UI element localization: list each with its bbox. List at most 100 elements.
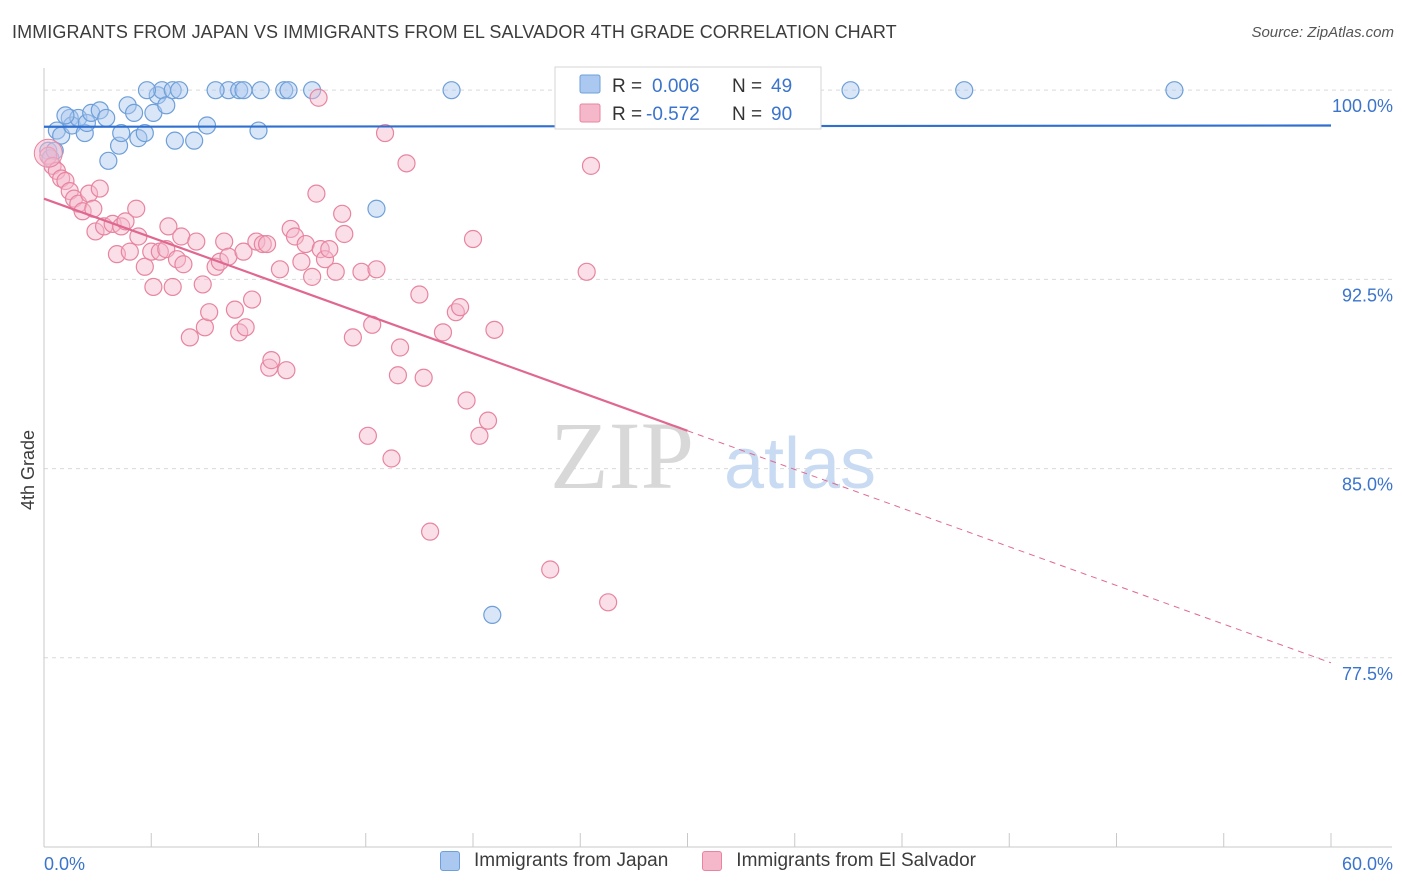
japan-point — [249, 121, 268, 140]
japan-point — [112, 123, 131, 143]
x-tick-labels: 0.0% 60.0% — [44, 854, 1393, 874]
salvador-point — [451, 298, 470, 317]
japan-point — [230, 81, 249, 100]
salvador-point — [478, 411, 498, 430]
salvador-point — [326, 262, 345, 281]
salvador-point — [485, 320, 504, 339]
japan-point — [279, 81, 298, 100]
x-tick-label: 0.0% — [44, 854, 85, 874]
salvador-point — [358, 426, 377, 445]
salvador-point — [320, 240, 339, 259]
salvador-point — [457, 391, 476, 410]
data-points — [33, 81, 1184, 625]
salvador-trend-line — [43, 197, 688, 432]
legend-item-japan[interactable]: Immigrants from Japan — [440, 850, 668, 872]
japan-point — [275, 81, 294, 100]
japan-point — [165, 131, 184, 150]
japan-point — [157, 96, 176, 115]
stats-japan-swatch — [579, 74, 601, 94]
japan-point — [97, 108, 116, 128]
y-tick-label: 100.0% — [1332, 96, 1393, 116]
stats-salvador-swatch — [579, 103, 601, 123]
salvador-point — [195, 318, 214, 337]
japan-point — [483, 605, 502, 625]
watermark-zip: ZIP — [550, 402, 694, 509]
stats-r-label-salvador: R = — [612, 104, 642, 125]
japan-point — [90, 101, 109, 120]
stats-n-label-salvador: N = — [732, 104, 762, 125]
japan-point — [367, 199, 386, 218]
japan-point — [135, 123, 154, 143]
salvador-point — [180, 328, 199, 347]
salvador-point — [433, 323, 453, 342]
stats-r-value-japan: 0.006 — [652, 76, 700, 97]
legend-label-salvador: Immigrants from El Salvador — [736, 850, 976, 871]
y-tick-label: 92.5% — [1342, 285, 1393, 305]
salvador-trend-extension — [687, 430, 1332, 664]
legend: Immigrants from Japan Immigrants from El… — [440, 850, 1010, 872]
axes — [43, 68, 1392, 848]
salvador-point — [79, 184, 99, 203]
chart-title: IMMIGRANTS FROM JAPAN VS IMMIGRANTS FROM… — [12, 22, 897, 42]
salvador-point — [470, 426, 489, 445]
salvador-point — [257, 234, 277, 254]
y-tick-label: 77.5% — [1342, 664, 1393, 684]
salvador-point — [463, 229, 483, 249]
trend-lines — [43, 124, 1332, 664]
salvador-point — [333, 204, 352, 223]
y-tick-labels: 100.0% 92.5% 85.0% 77.5% — [1332, 96, 1393, 684]
watermark: ZIP atlas — [550, 402, 876, 509]
x-tick-label: 60.0% — [1342, 854, 1393, 874]
legend-label-japan: Immigrants from Japan — [474, 850, 669, 871]
salvador-point — [174, 255, 193, 274]
japan-point — [163, 81, 182, 100]
salvador-point — [135, 257, 154, 276]
y-axis-label: 4th Grade — [18, 430, 38, 510]
salvador-point — [86, 222, 105, 241]
salvador-point — [193, 275, 212, 294]
salvador-point — [242, 290, 262, 309]
salvador-point — [225, 300, 245, 319]
salvador-point — [120, 242, 139, 261]
stats-box: R = 0.006 N = 49 R = -0.572 N = 90 — [554, 66, 822, 130]
japan-point — [219, 81, 238, 100]
japan-point — [185, 131, 204, 150]
salvador-point — [388, 366, 408, 385]
salvador-point — [343, 328, 362, 347]
salvador-point — [397, 154, 416, 173]
y-tick-label: 85.0% — [1342, 475, 1393, 495]
grid-lines — [44, 89, 1392, 659]
salvador-point — [315, 250, 335, 269]
salvador-point — [335, 224, 354, 244]
salvador-point — [159, 217, 178, 236]
japan-point — [118, 96, 137, 115]
japan-point — [124, 103, 144, 122]
japan-point — [137, 81, 157, 100]
stats-n-value-salvador: 90 — [771, 104, 792, 125]
salvador-point — [577, 262, 596, 281]
salvador-point — [73, 202, 92, 221]
source-label: Source: ZipAtlas.com — [1251, 24, 1394, 41]
japan-point — [234, 81, 253, 100]
salvador-point — [285, 227, 305, 246]
salvador-point — [277, 361, 296, 380]
salvador-point — [187, 232, 206, 251]
salvador-point — [414, 368, 433, 387]
salvador-point — [172, 227, 191, 246]
japan-point — [955, 81, 974, 100]
salvador-point — [253, 234, 272, 254]
legend-swatch-salvador — [702, 851, 723, 871]
legend-swatch-japan — [440, 851, 460, 871]
salvador-point — [56, 171, 75, 191]
salvador-point — [581, 156, 601, 175]
legend-item-salvador[interactable]: Immigrants from El Salvador — [702, 850, 976, 872]
salvador-point — [163, 277, 182, 297]
stats-n-label-japan: N = — [732, 76, 762, 97]
japan-point — [206, 81, 225, 100]
salvador-point — [303, 267, 322, 286]
salvador-point — [33, 138, 63, 168]
salvador-point — [375, 123, 395, 143]
salvador-point — [292, 252, 311, 271]
salvador-point — [541, 560, 560, 579]
